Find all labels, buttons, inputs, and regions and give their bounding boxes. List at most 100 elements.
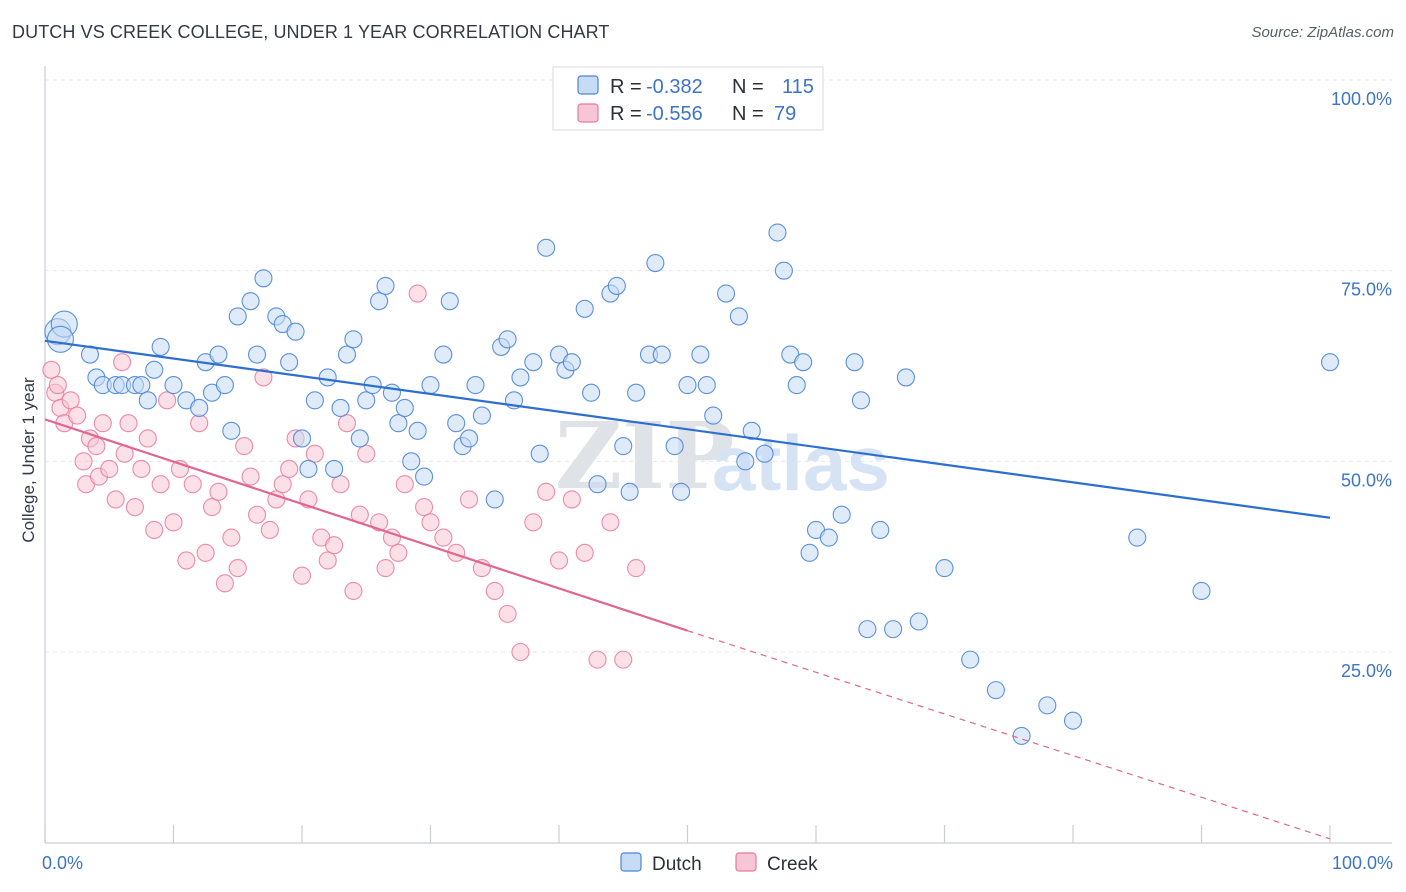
legend-dutch-swatch — [577, 75, 599, 95]
dutch-point — [254, 269, 273, 288]
creek-point — [601, 513, 620, 532]
legend-dutch-n-value: 115 — [782, 76, 814, 98]
dutch-point — [299, 459, 318, 479]
creek-point — [408, 284, 427, 303]
dutch-point — [440, 292, 459, 311]
dutch-point — [344, 330, 363, 349]
legend-creek-swatch — [577, 103, 599, 123]
dutch-point — [132, 376, 151, 395]
dutch-point — [190, 398, 209, 417]
creek-point — [260, 520, 279, 540]
dutch-point — [434, 345, 453, 364]
dutch-point — [498, 330, 517, 349]
creek-point — [575, 543, 594, 562]
dutch-point — [1128, 528, 1147, 547]
trend-lines — [44, 339, 1331, 840]
dutch-point — [537, 238, 556, 257]
creek-point — [228, 559, 247, 578]
bottom-legend-creek-swatch — [735, 852, 757, 872]
creek-point — [203, 498, 222, 517]
creek-point — [247, 505, 267, 524]
dutch-point — [935, 559, 954, 578]
dutch-point — [896, 368, 916, 387]
x-tick-labels: 0.0% 100.0% — [42, 853, 1393, 873]
dutch-point — [228, 307, 247, 326]
creek-point — [376, 559, 395, 578]
creek-point — [614, 650, 633, 669]
dutch-point — [485, 490, 504, 509]
legend-creek-r-value: -0.556 — [646, 103, 703, 125]
dutch-point — [511, 368, 530, 387]
creek-point — [209, 482, 228, 501]
dutch-point — [524, 353, 543, 372]
dutch-point — [145, 360, 164, 379]
dutch-point — [832, 505, 851, 524]
dutch-point — [582, 383, 601, 402]
creek-point — [498, 604, 517, 623]
dutch-point — [530, 444, 549, 463]
y-tick-labels: 25.0% 50.0% 75.0% 100.0% — [1331, 89, 1392, 681]
creek-point — [215, 574, 234, 593]
dutch-point — [871, 520, 890, 540]
watermark-zip: ZIP — [555, 402, 734, 510]
creek-point — [357, 444, 376, 463]
creek-trend-extension — [687, 630, 1331, 840]
creek-point — [190, 414, 209, 433]
dutch-point — [46, 325, 74, 353]
creek-point — [158, 391, 177, 410]
dutch-point — [376, 276, 395, 295]
dutch-point — [672, 482, 691, 501]
bottom-legend-dutch-label: Dutch — [652, 854, 702, 875]
creek-point — [125, 498, 144, 517]
creek-points — [42, 284, 646, 669]
creek-point — [42, 360, 61, 379]
dutch-point — [614, 437, 633, 456]
creek-point — [562, 490, 581, 509]
legend: R = -0.382 N = 115 R = -0.556 N = 79 — [552, 66, 824, 131]
creek-point — [222, 528, 241, 547]
dutch-point — [794, 353, 813, 372]
dutch-point — [986, 681, 1005, 700]
watermark: ZIP atlas — [555, 402, 890, 510]
legend-dutch-r-value: -0.382 — [646, 76, 703, 98]
dutch-point — [331, 398, 350, 417]
creek-point — [549, 551, 569, 570]
dutch-point — [736, 452, 755, 471]
dutch-point — [1012, 726, 1031, 745]
dutch-point — [607, 276, 626, 295]
dutch-point — [768, 223, 787, 242]
creek-point — [337, 414, 357, 433]
dutch-point — [215, 376, 234, 395]
x-tick-label: 100.0% — [1332, 853, 1393, 873]
y-tick-label: 25.0% — [1341, 661, 1392, 681]
creek-point — [74, 452, 93, 471]
dutch-point — [704, 406, 723, 425]
creek-point — [537, 482, 556, 501]
dutch-point — [466, 376, 485, 395]
dutch-point — [459, 429, 479, 448]
dutch-point — [247, 345, 267, 364]
grid — [45, 79, 1392, 653]
creek-point — [61, 391, 80, 410]
y-tick-label: 100.0% — [1331, 89, 1392, 109]
creek-point — [138, 429, 157, 448]
dutch-point — [395, 398, 414, 417]
creek-point — [106, 490, 125, 509]
legend-creek-r-label: R = — [610, 103, 642, 125]
y-axis-label: College, Under 1 year — [19, 377, 38, 543]
creek-point — [100, 459, 119, 479]
dutch-point — [562, 353, 581, 372]
dutch-point — [845, 353, 864, 372]
bottom-legend-dutch-swatch — [620, 852, 642, 872]
dutch-point — [370, 292, 389, 311]
source-label: Source: ZipAtlas.com — [1251, 24, 1394, 41]
dutch-point — [851, 391, 871, 410]
dutch-point — [774, 261, 793, 280]
dutch-point — [755, 444, 774, 463]
dutch-point — [421, 376, 440, 395]
dutch-point — [408, 421, 427, 440]
creek-point — [588, 650, 607, 669]
dutch-point — [627, 383, 646, 402]
creek-point — [48, 376, 67, 395]
dutch-point — [447, 414, 466, 433]
